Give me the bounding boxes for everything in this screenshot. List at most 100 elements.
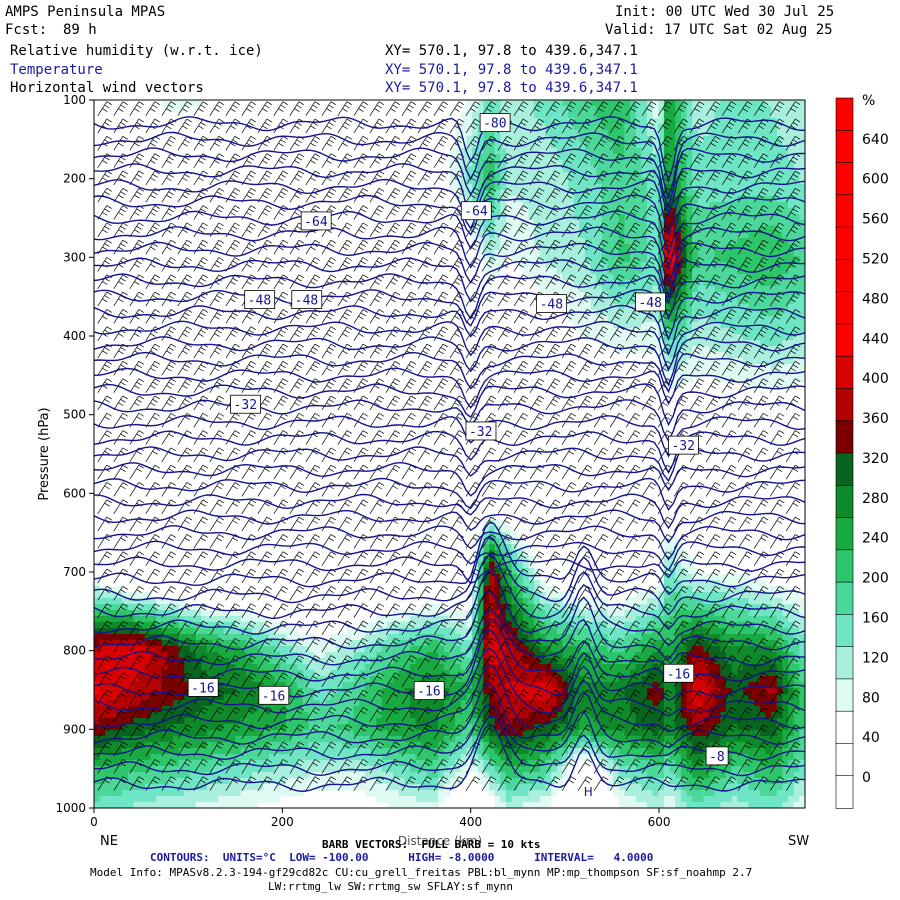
rh-cell — [759, 262, 767, 269]
rh-cell — [432, 706, 439, 713]
rh-cell — [647, 340, 654, 347]
rh-cell — [161, 622, 168, 629]
rh-cell — [799, 214, 805, 221]
rh-cell — [584, 232, 592, 239]
rh-cell — [393, 622, 400, 629]
rh-cell — [686, 346, 693, 353]
rh-cell — [726, 226, 733, 233]
rh-cell — [748, 124, 755, 131]
rh-cell — [387, 616, 394, 623]
rh-cell — [551, 658, 558, 665]
rh-cell — [156, 622, 163, 629]
rh-cell — [624, 328, 631, 335]
rh-cell — [421, 634, 428, 641]
rh-cell — [573, 196, 580, 203]
rh-cell — [782, 316, 789, 323]
rh-cell — [776, 298, 784, 305]
rh-cell — [737, 688, 744, 695]
rh-cell — [195, 634, 202, 641]
rh-cell — [624, 208, 631, 215]
rh-cell — [579, 100, 586, 107]
rh-cell — [613, 694, 620, 701]
rh-cell — [737, 376, 744, 383]
rh-cell — [607, 292, 614, 299]
rh-cell — [528, 136, 535, 143]
rh-cell — [562, 244, 569, 251]
rh-cell — [669, 100, 676, 107]
rh-cell — [489, 550, 496, 557]
rh-cell — [630, 616, 637, 623]
rh-cell — [421, 664, 428, 671]
rh-cell — [697, 694, 705, 701]
rh-cell — [607, 616, 614, 623]
rh-cell — [726, 322, 733, 329]
rh-cell — [680, 304, 688, 311]
rh-cell — [579, 190, 586, 197]
rh-cell — [726, 640, 733, 647]
rh-cell — [709, 292, 716, 299]
rh-cell — [110, 694, 118, 701]
rh-cell — [223, 670, 231, 677]
rh-cell — [771, 286, 778, 293]
rh-cell — [274, 670, 281, 677]
rh-cell — [709, 256, 716, 263]
rh-cell — [692, 586, 699, 593]
rh-cell — [613, 292, 620, 299]
rh-cell — [325, 640, 332, 647]
rh-cell — [268, 628, 276, 635]
rh-cell — [641, 256, 648, 263]
rh-cell — [771, 160, 778, 167]
rh-cell — [686, 238, 693, 245]
rh-cell — [280, 646, 287, 653]
rh-cell — [522, 106, 530, 113]
rh-cell — [359, 664, 366, 671]
rh-cell — [686, 580, 693, 587]
rh-cell — [438, 652, 445, 659]
rh-cell — [601, 298, 609, 305]
rh-cell — [709, 232, 716, 239]
rh-cell — [308, 700, 315, 707]
rh-cell — [489, 574, 496, 581]
rh-cell — [686, 250, 693, 257]
rh-cell — [686, 352, 693, 359]
rh-cell — [624, 100, 631, 107]
rh-cell — [415, 658, 422, 665]
rh-cell — [669, 628, 676, 635]
rh-cell — [347, 628, 355, 635]
rh-cell — [511, 676, 518, 683]
rh-cell — [189, 100, 197, 107]
rh-cell — [793, 676, 800, 683]
rh-cell — [105, 598, 112, 605]
rh-cell — [466, 148, 473, 155]
rh-cell — [161, 628, 168, 635]
rh-cell — [156, 610, 163, 617]
rh-cell — [584, 142, 592, 149]
rh-cell — [799, 322, 805, 329]
rh-cell — [500, 100, 507, 107]
rh-cell — [364, 652, 372, 659]
rh-cell — [274, 634, 281, 641]
rh-cell — [438, 640, 445, 647]
rh-cell — [494, 634, 501, 641]
rh-cell — [782, 184, 789, 191]
rh-cell — [534, 160, 541, 167]
rh-cell — [184, 610, 191, 617]
rh-cell — [494, 586, 501, 593]
rh-cell — [139, 634, 146, 641]
rh-cell — [624, 700, 631, 707]
rh-cell — [522, 682, 530, 689]
rh-cell — [195, 628, 202, 635]
rh-cell — [663, 124, 671, 131]
rh-cell — [387, 640, 394, 647]
rh-cell — [489, 232, 496, 239]
rh-cell — [99, 682, 106, 689]
field-name-rh: Relative humidity (w.r.t. ice) — [10, 43, 263, 59]
rh-cell — [579, 292, 586, 299]
rh-cell — [635, 610, 642, 617]
rh-cell — [511, 610, 518, 617]
rh-cell — [697, 622, 705, 629]
rh-cell — [201, 652, 208, 659]
rh-cell — [782, 658, 789, 665]
rh-cell — [494, 130, 501, 137]
rh-cell — [551, 640, 558, 647]
